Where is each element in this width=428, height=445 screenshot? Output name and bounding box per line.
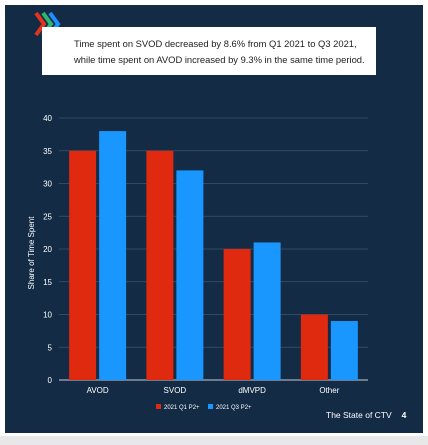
- chart-legend: 2021 Q1 P2+ 2021 Q3 P2+: [156, 404, 252, 411]
- y-tick-label: 15: [43, 278, 52, 287]
- x-axis-ticks: AVOD SVOD dMVPD Other: [87, 386, 340, 395]
- legend-swatch: [208, 404, 213, 409]
- bottom-strip: [0, 436, 428, 445]
- y-axis-label: Share of Time Spent: [27, 216, 36, 290]
- y-tick-label: 30: [43, 180, 52, 189]
- x-tick-label: SVOD: [164, 386, 187, 395]
- bar-avod-series-2: [99, 131, 127, 380]
- headline-line-1: Time spent on SVOD decreased by 8.6% fro…: [74, 38, 357, 49]
- page-number: 4: [401, 410, 407, 420]
- y-tick-label: 35: [43, 147, 52, 156]
- y-tick-label: 20: [43, 245, 52, 254]
- y-tick-label: 10: [43, 311, 52, 320]
- y-tick-label: 0: [48, 376, 53, 385]
- bar-chart: 0 5 10 15 20 25 30 35 40 Share of Time Spent AVO…: [27, 114, 368, 411]
- slide: Time spent on SVOD decreased by 8.6% fro…: [5, 5, 423, 433]
- bar-dmvpd-series-1: [223, 249, 251, 380]
- legend-label: 2021 Q3 P2+: [216, 405, 252, 411]
- footer-title: The State of CTV: [326, 410, 392, 420]
- y-tick-label: 5: [48, 343, 53, 352]
- legend-swatch: [156, 404, 161, 409]
- x-tick-label: dMVPD: [238, 386, 266, 395]
- x-tick-label: AVOD: [87, 386, 109, 395]
- bar-dmvpd-series-2: [253, 242, 281, 380]
- headline-line-2: while time spent on AVOD increased by 9.…: [74, 53, 365, 65]
- footer: The State of CTV 4: [326, 410, 406, 420]
- bar-avod-series-1: [69, 150, 97, 380]
- bar-other-series-1: [300, 314, 328, 380]
- chart-bars: [69, 131, 358, 380]
- x-tick-label: Other: [319, 386, 339, 395]
- y-tick-label: 40: [43, 114, 52, 123]
- bar-other-series-2: [330, 321, 358, 380]
- y-axis-ticks: 0 5 10 15 20 25 30 35 40: [43, 114, 52, 385]
- bar-svod-series-1: [146, 150, 174, 380]
- legend-label: 2021 Q1 P2+: [164, 405, 200, 411]
- y-tick-label: 25: [43, 212, 52, 221]
- headline-banner: Time spent on SVOD decreased by 8.6% fro…: [42, 27, 376, 75]
- bar-svod-series-2: [176, 170, 204, 380]
